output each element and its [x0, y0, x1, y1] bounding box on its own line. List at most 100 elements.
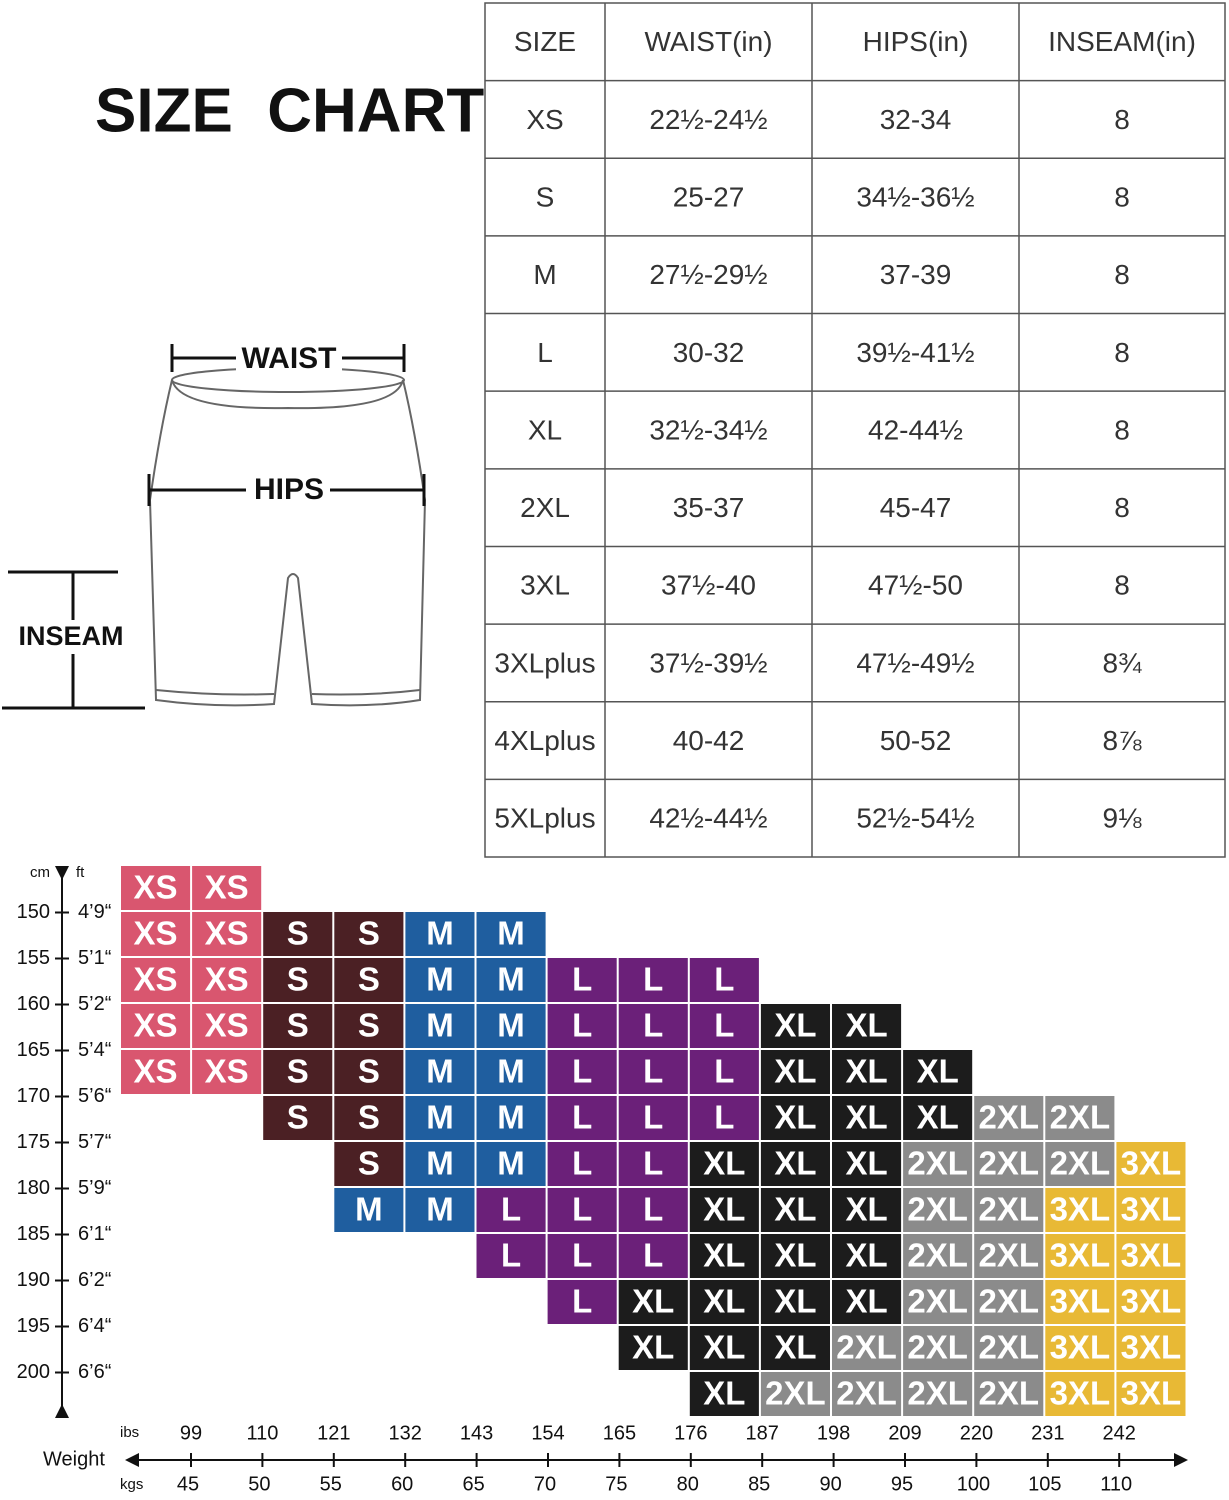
- size-cell-label: XL: [845, 1145, 887, 1182]
- height-cm: 150: [17, 901, 50, 923]
- table-cell: 3XL: [520, 570, 570, 601]
- size-cell: [832, 1280, 902, 1324]
- size-cell-label: XL: [845, 1007, 887, 1044]
- size-cell-label: 3XL: [1121, 1237, 1182, 1274]
- size-cell-label: XL: [703, 1237, 745, 1274]
- size-cell-label: XL: [703, 1329, 745, 1366]
- size-cell-label: XL: [632, 1329, 674, 1366]
- table-cell: 30-32: [673, 337, 745, 368]
- size-cell: [263, 1050, 333, 1094]
- size-cell: [618, 1004, 688, 1048]
- size-cell-label: XS: [205, 1007, 249, 1044]
- size-cell: [1045, 1142, 1115, 1186]
- weight-lbs: 121: [317, 1422, 350, 1444]
- size-cell-label: M: [426, 1145, 454, 1182]
- size-cell: [121, 1050, 191, 1094]
- size-cell: [1045, 1326, 1115, 1370]
- weight-lbs: 143: [460, 1422, 493, 1444]
- weight-title: Weight: [43, 1448, 105, 1470]
- size-cell-label: 3XL: [1050, 1375, 1111, 1412]
- header-cell: INSEAM(in): [1048, 26, 1196, 57]
- size-cell: [476, 1004, 546, 1048]
- height-ft: 5’6“: [78, 1085, 111, 1107]
- size-cell-label: S: [358, 1099, 380, 1136]
- size-cell-label: M: [355, 1191, 383, 1228]
- size-cell-label: M: [426, 1191, 454, 1228]
- size-cell-label: 2XL: [1050, 1099, 1111, 1136]
- size-cell: [760, 1096, 830, 1140]
- size-cell-label: 2XL: [1050, 1145, 1111, 1182]
- size-cell-label: XL: [845, 1053, 887, 1090]
- size-cell: [974, 1188, 1044, 1232]
- size-cell-label: L: [572, 1007, 592, 1044]
- size-cell: [760, 1372, 830, 1416]
- height-ft: 4’9“: [78, 901, 111, 923]
- table-cell: 35-37: [673, 492, 745, 523]
- height-ft: 6’2“: [78, 1269, 111, 1291]
- weight-lbs: 231: [1031, 1422, 1064, 1444]
- size-cell-label: XL: [774, 1007, 816, 1044]
- weight-lbs: 187: [746, 1422, 779, 1444]
- table-cell: 8: [1114, 570, 1130, 601]
- size-cell: [405, 1188, 475, 1232]
- size-cell-label: 2XL: [907, 1145, 968, 1182]
- size-cell: [1045, 1234, 1115, 1278]
- table-cell: XS: [526, 104, 563, 135]
- size-cell-label: 2XL: [907, 1191, 968, 1228]
- weight-lbs: 165: [603, 1422, 636, 1444]
- table-cell: 37-39: [880, 259, 952, 290]
- size-cell: [547, 1142, 617, 1186]
- size-cell: [832, 1004, 902, 1048]
- size-cell: [476, 958, 546, 1002]
- waist-label: WAIST: [242, 342, 337, 375]
- size-cell: [903, 1142, 973, 1186]
- size-cell: [832, 1188, 902, 1232]
- size-cell-label: 2XL: [836, 1375, 897, 1412]
- size-cell-label: L: [714, 1053, 734, 1090]
- size-cell: [832, 1142, 902, 1186]
- hips-label: HIPS: [254, 473, 324, 506]
- size-cell: [547, 1096, 617, 1140]
- size-cell-label: 2XL: [978, 1099, 1039, 1136]
- table-cell: 8⅞: [1103, 725, 1143, 756]
- table-cell: 47½-49½: [856, 647, 974, 678]
- weight-lbs: 154: [531, 1422, 564, 1444]
- size-cell: [547, 1004, 617, 1048]
- size-cell: [334, 1004, 404, 1048]
- unit-label: ft: [76, 864, 85, 881]
- size-cell-label: 2XL: [978, 1329, 1039, 1366]
- table-cell: 39½-41½: [856, 337, 974, 368]
- weight-lbs: 176: [674, 1422, 707, 1444]
- size-cell-label: 2XL: [978, 1283, 1039, 1320]
- table-cell: 8: [1114, 259, 1130, 290]
- size-cell-label: 2XL: [907, 1375, 968, 1412]
- height-ft: 6’6“: [78, 1361, 111, 1383]
- size-cell: [1045, 1280, 1115, 1324]
- weight-kgs: 105: [1028, 1473, 1061, 1495]
- axis-arrow: [1174, 1453, 1188, 1467]
- size-cell: [618, 1188, 688, 1232]
- size-cell: [903, 1326, 973, 1370]
- weight-lbs: 132: [389, 1422, 422, 1444]
- size-cell-label: M: [426, 961, 454, 998]
- size-cell: [1116, 1280, 1186, 1324]
- size-cell-label: XL: [845, 1283, 887, 1320]
- size-cell: [832, 1326, 902, 1370]
- size-cell: [689, 1372, 759, 1416]
- size-cell: [974, 1096, 1044, 1140]
- weight-lbs: 220: [960, 1422, 993, 1444]
- axis-arrow: [125, 1453, 139, 1467]
- size-cell: [1116, 1142, 1186, 1186]
- size-cell-label: XS: [205, 915, 249, 952]
- table-cell: 32½-34½: [649, 414, 767, 445]
- size-cell: [903, 1234, 973, 1278]
- size-cell: [1045, 1188, 1115, 1232]
- size-cell: [689, 1096, 759, 1140]
- label-bg: [246, 474, 330, 506]
- size-cell-label: 3XL: [1121, 1283, 1182, 1320]
- size-cell: [760, 1142, 830, 1186]
- size-cell: [1045, 1096, 1115, 1140]
- size-cell-label: M: [426, 1007, 454, 1044]
- size-cell: [974, 1142, 1044, 1186]
- size-cell: [334, 1142, 404, 1186]
